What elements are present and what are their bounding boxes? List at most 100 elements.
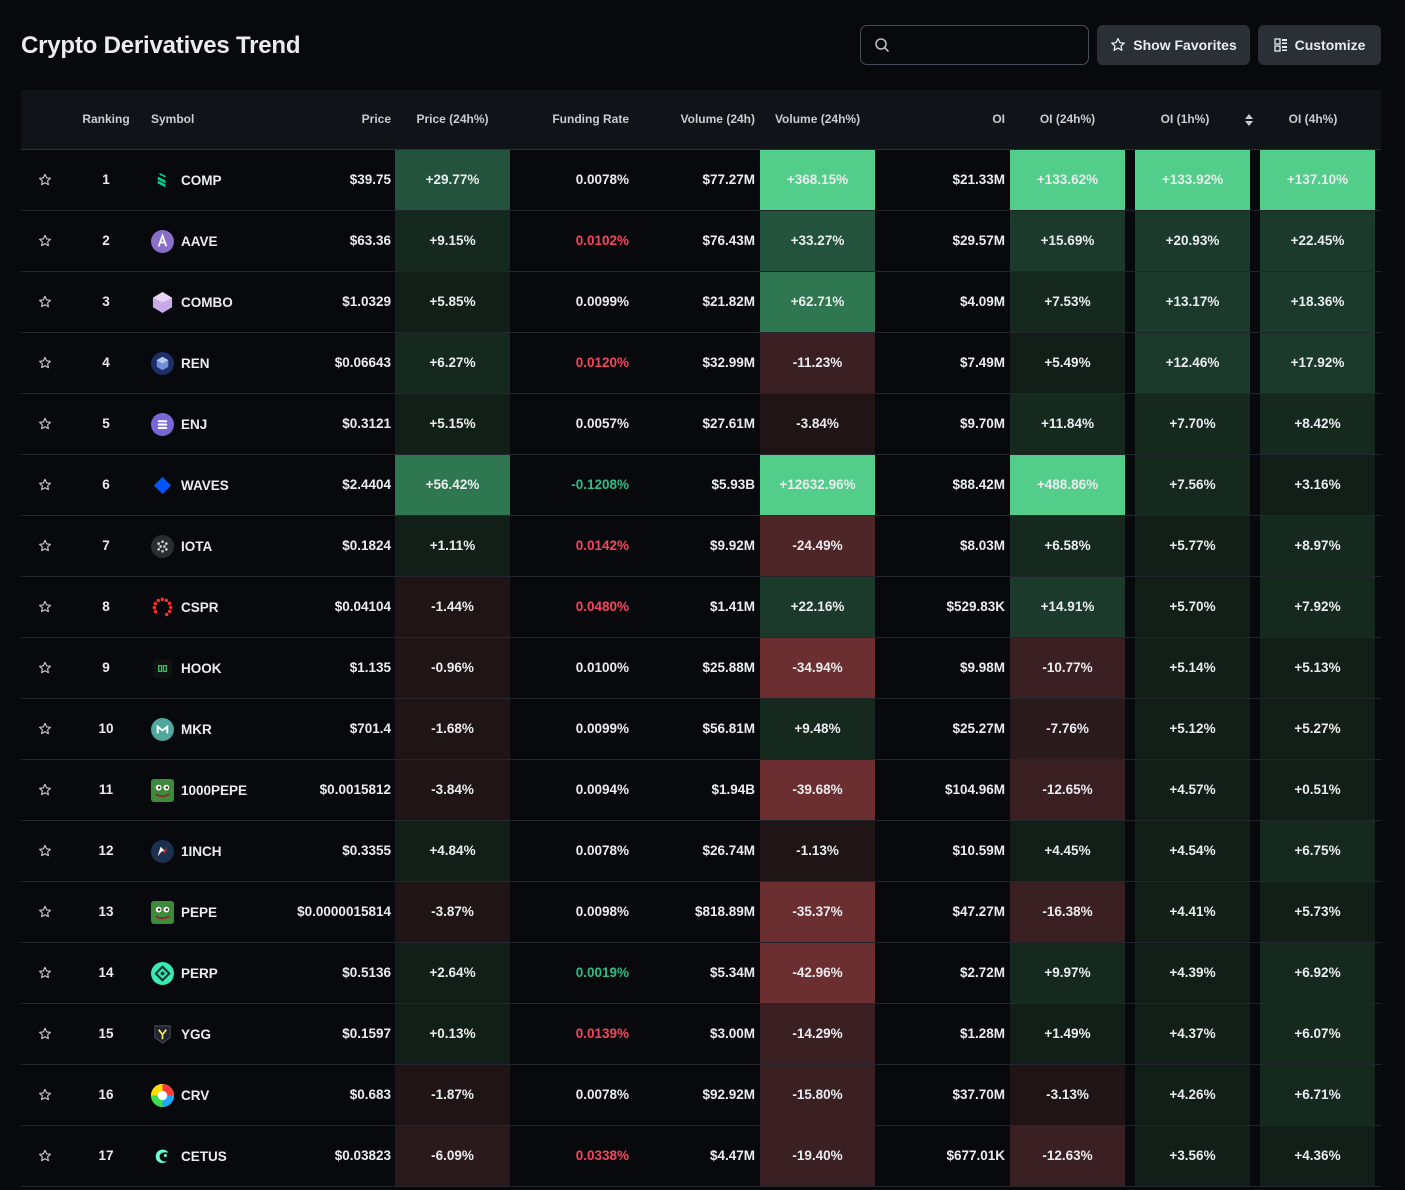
oi-cell: $9.70M	[959, 416, 1005, 431]
symbol-cell[interactable]: WAVES	[151, 455, 229, 515]
table-row[interactable]: -1.44% +22.16% +14.91% +5.70% +7.92% 8 $0.0410…	[21, 577, 1381, 638]
oi-change-4h-cell: +6.07%	[1260, 1004, 1375, 1064]
symbol-cell[interactable]: CRV	[151, 1065, 209, 1125]
table-row[interactable]: +5.15% -3.84% +11.84% +7.70% +8.42% 5 $0.3121 0…	[21, 394, 1381, 455]
perp-icon	[151, 961, 174, 985]
search-box[interactable]	[860, 25, 1089, 65]
oi-change-4h-cell: +6.92%	[1260, 943, 1375, 1003]
table-row[interactable]: +29.77% +368.15% +133.62% +133.92% +137.10% 1…	[21, 150, 1381, 211]
volume-cell: $5.93B	[711, 477, 755, 492]
symbol-cell[interactable]: IOTA	[151, 516, 212, 576]
favorite-star-icon[interactable]	[38, 478, 52, 492]
favorite-star-icon[interactable]	[38, 539, 52, 553]
favorite-star-icon[interactable]	[38, 1027, 52, 1041]
volume-cell: $3.00M	[709, 1026, 755, 1041]
symbol-cell[interactable]: 1INCH	[151, 821, 222, 881]
symbol-cell[interactable]: YGG	[151, 1004, 211, 1064]
table-row[interactable]: +0.13% -14.29% +1.49% +4.37% +6.07% 15 $0.1597…	[21, 1004, 1381, 1065]
oi-change-24h-cell: +6.58%	[1010, 516, 1125, 576]
table-row[interactable]: +1.11% -24.49% +6.58% +5.77% +8.97% 7 $0.1824 0…	[21, 516, 1381, 577]
ren-icon	[151, 351, 174, 375]
oi-change-4h-cell: +3.16%	[1260, 455, 1375, 515]
symbol-cell[interactable]: REN	[151, 333, 210, 393]
rank-cell: 11	[98, 782, 114, 797]
symbol-label: 1INCH	[181, 843, 222, 859]
table-row[interactable]: -0.96% -34.94% -10.77% +5.14% +5.13% 9 $1.135 0…	[21, 638, 1381, 699]
symbol-cell[interactable]: HOOK	[151, 638, 222, 698]
col-symbol[interactable]: Symbol	[151, 112, 195, 126]
favorite-star-icon[interactable]	[38, 600, 52, 614]
symbol-cell[interactable]: COMBO	[151, 272, 233, 332]
symbol-label: 1000PEPE	[181, 782, 248, 798]
price-change-24h-cell: -3.84%	[395, 760, 510, 820]
col-funding-rate[interactable]: Funding Rate	[552, 112, 629, 126]
search-input[interactable]	[897, 32, 1082, 58]
funding-rate-cell: 0.0098%	[575, 904, 629, 919]
price-cell: $0.3355	[342, 843, 391, 858]
oi-change-1h-cell: +133.92%	[1135, 150, 1250, 210]
table-row[interactable]: -3.87% -35.37% -16.38% +4.41% +5.73% 13 $0.000…	[21, 882, 1381, 943]
oi-change-1h-cell: +4.57%	[1135, 760, 1250, 820]
oi-change-4h-cell: +18.36%	[1260, 272, 1375, 332]
volume-change-24h-cell: -3.84%	[760, 394, 875, 454]
table-row[interactable]: +5.85% +62.71% +7.53% +13.17% +18.36% 3 $1.032…	[21, 272, 1381, 333]
col-oi-4h[interactable]: OI (4h%)	[1288, 112, 1338, 126]
symbol-cell[interactable]: ENJ	[151, 394, 207, 454]
table-row[interactable]: +9.15% +33.27% +15.69% +20.93% +22.45% 2 $63.3…	[21, 211, 1381, 272]
symbol-cell[interactable]: COMP	[151, 150, 222, 210]
favorite-star-icon[interactable]	[38, 356, 52, 370]
symbol-label: PEPE	[181, 904, 218, 920]
col-oi-24h[interactable]: OI (24h%)	[1039, 112, 1096, 126]
table-row[interactable]: +2.64% -42.96% +9.97% +4.39% +6.92% 14 $0.5136…	[21, 943, 1381, 1004]
symbol-cell[interactable]: MKR	[151, 699, 212, 759]
col-oi[interactable]: OI	[992, 112, 1005, 126]
symbol-cell[interactable]: 1000PEPE	[151, 760, 247, 820]
col-volume-24h[interactable]: Volume (24h%)	[774, 112, 861, 126]
volume-change-24h-cell: -15.80%	[760, 1065, 875, 1125]
funding-rate-cell: 0.0480%	[575, 599, 629, 614]
col-ranking[interactable]: Ranking	[82, 112, 130, 126]
symbol-cell[interactable]: CSPR	[151, 577, 219, 637]
oi-cell: $677.01K	[946, 1148, 1005, 1163]
show-favorites-button[interactable]: Show Favorites	[1097, 25, 1250, 65]
rank-cell: 13	[98, 904, 114, 919]
pepe-icon	[151, 900, 174, 924]
col-price-24h[interactable]: Price (24h%)	[416, 112, 489, 126]
favorite-star-icon[interactable]	[38, 417, 52, 431]
col-price[interactable]: Price	[361, 112, 391, 126]
oi-cell: $29.57M	[952, 233, 1005, 248]
favorite-star-icon[interactable]	[38, 1088, 52, 1102]
oi-change-24h-cell: +1.49%	[1010, 1004, 1125, 1064]
price-change-24h-cell: -1.87%	[395, 1065, 510, 1125]
favorite-star-icon[interactable]	[38, 1149, 52, 1163]
table-row[interactable]: -6.09% -19.40% -12.63% +3.56% +4.36% 17 $0.038…	[21, 1126, 1381, 1187]
symbol-cell[interactable]: CETUS	[151, 1126, 227, 1186]
favorite-star-icon[interactable]	[38, 661, 52, 675]
volume-change-24h-cell: -1.13%	[760, 821, 875, 881]
table-row[interactable]: +4.84% -1.13% +4.45% +4.54% +6.75% 12 $0.3355 0…	[21, 821, 1381, 882]
favorite-star-icon[interactable]	[38, 295, 52, 309]
oi-change-24h-cell: -10.77%	[1010, 638, 1125, 698]
favorite-star-icon[interactable]	[38, 783, 52, 797]
symbol-cell[interactable]: AAVE	[151, 211, 218, 271]
price-cell: $1.135	[349, 660, 391, 675]
oi-change-24h-cell: -7.76%	[1010, 699, 1125, 759]
col-volume[interactable]: Volume (24h)	[680, 112, 755, 126]
table-row[interactable]: +6.27% -11.23% +5.49% +12.46% +17.92% 4 $0.066…	[21, 333, 1381, 394]
favorite-star-icon[interactable]	[38, 844, 52, 858]
favorite-star-icon[interactable]	[38, 234, 52, 248]
customize-button[interactable]: Customize	[1258, 25, 1381, 65]
rank-cell: 6	[102, 477, 110, 492]
table-row[interactable]: -1.68% +9.48% -7.76% +5.12% +5.27% 10 $701.4 0.…	[21, 699, 1381, 760]
sort-icon[interactable]	[1243, 112, 1255, 128]
table-row[interactable]: -1.87% -15.80% -3.13% +4.26% +6.71% 16 $0.683 0…	[21, 1065, 1381, 1126]
favorite-star-icon[interactable]	[38, 173, 52, 187]
symbol-cell[interactable]: PEPE	[151, 882, 217, 942]
favorite-star-icon[interactable]	[38, 722, 52, 736]
symbol-cell[interactable]: PERP	[151, 943, 218, 1003]
col-oi-1h[interactable]: OI (1h%)	[1160, 112, 1210, 126]
favorite-star-icon[interactable]	[38, 966, 52, 980]
table-row[interactable]: +56.42% +12632.96% +488.86% +7.56% +3.16% 6 $2…	[21, 455, 1381, 516]
favorite-star-icon[interactable]	[38, 905, 52, 919]
table-row[interactable]: -3.84% -39.68% -12.65% +4.57% +0.51% 11 $0.001…	[21, 760, 1381, 821]
